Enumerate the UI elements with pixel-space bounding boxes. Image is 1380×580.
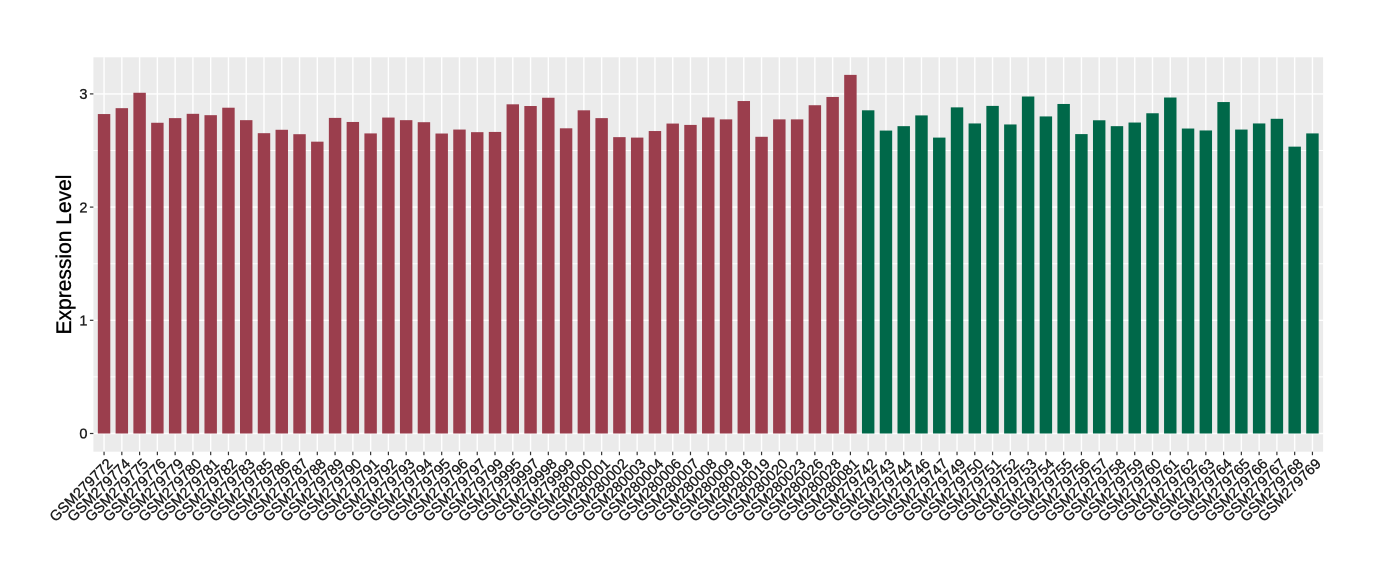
svg-text:Expression Level: Expression Level xyxy=(53,175,76,335)
svg-text:0: 0 xyxy=(79,427,87,443)
svg-text:3: 3 xyxy=(79,87,87,103)
svg-text:1: 1 xyxy=(79,314,87,330)
svg-text:2: 2 xyxy=(79,200,87,216)
